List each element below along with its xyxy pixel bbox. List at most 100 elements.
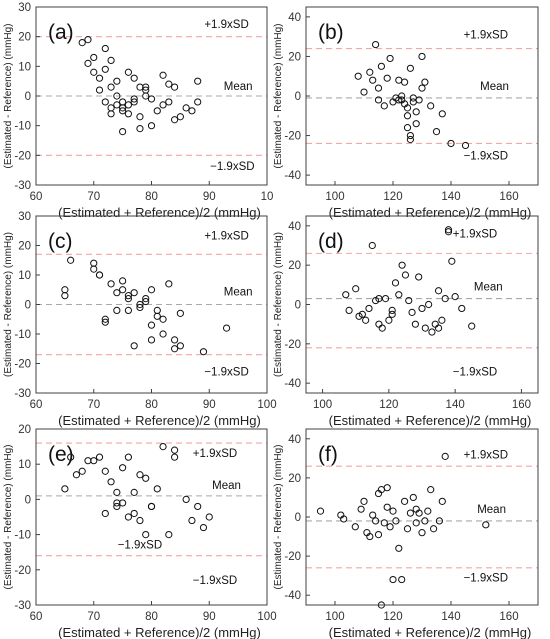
data-point bbox=[171, 446, 179, 454]
data-point bbox=[375, 320, 383, 328]
panel-d: 100 120 140 160 40 20 0 -20 -40 (d) +1.9xSD Mean −1.… bbox=[273, 215, 539, 428]
data-point bbox=[153, 312, 161, 320]
data-point bbox=[403, 525, 412, 533]
data-point bbox=[130, 289, 138, 297]
data-point bbox=[418, 304, 426, 313]
data-point bbox=[372, 40, 380, 49]
data-point bbox=[124, 68, 132, 76]
x-tick-label: 60 bbox=[30, 399, 43, 411]
y-tick-label: -40 bbox=[284, 590, 301, 602]
x-tick-label: 80 bbox=[145, 611, 158, 623]
y-tick-label: 40 bbox=[288, 12, 301, 24]
data-point bbox=[159, 101, 167, 109]
data-point bbox=[360, 497, 368, 505]
x-tick-label: 160 bbox=[499, 191, 518, 203]
annotation-mean: Mean bbox=[480, 81, 509, 93]
data-point bbox=[374, 531, 383, 539]
data-point bbox=[406, 131, 414, 140]
data-point bbox=[352, 285, 360, 293]
data-point bbox=[199, 523, 208, 532]
data-point bbox=[61, 286, 69, 294]
data-point bbox=[434, 287, 443, 295]
x-tick-label: 80 bbox=[145, 191, 158, 203]
data-point bbox=[405, 296, 413, 305]
data-point bbox=[444, 228, 453, 236]
data-point bbox=[107, 478, 115, 486]
data-point bbox=[124, 101, 132, 109]
data-point bbox=[377, 62, 385, 70]
data-point bbox=[415, 273, 423, 281]
data-point bbox=[427, 486, 435, 494]
data-point bbox=[159, 71, 167, 79]
data-point bbox=[136, 300, 144, 309]
panel-label: (b) bbox=[318, 21, 344, 44]
data-point bbox=[72, 471, 81, 479]
data-point bbox=[360, 88, 368, 96]
data-point bbox=[119, 128, 127, 136]
data-point bbox=[159, 443, 167, 451]
x-tick-label: 70 bbox=[87, 399, 100, 411]
data-point bbox=[119, 107, 127, 115]
data-point bbox=[395, 291, 403, 299]
data-point bbox=[444, 226, 453, 234]
panel-label: (a) bbox=[48, 21, 74, 44]
annotation-mean: Mean bbox=[224, 81, 253, 93]
data-point bbox=[392, 517, 400, 525]
data-point bbox=[153, 107, 161, 115]
data-point bbox=[372, 517, 380, 525]
data-point bbox=[448, 257, 456, 265]
data-point bbox=[398, 261, 406, 269]
x-tick-label: 80 bbox=[145, 399, 158, 411]
data-point bbox=[113, 289, 121, 297]
data-point bbox=[316, 507, 325, 515]
data-point bbox=[403, 112, 412, 120]
y-tick-label: -30 bbox=[14, 600, 31, 612]
y-tick-label: 20 bbox=[288, 260, 301, 272]
y-tick-label: -20 bbox=[14, 359, 31, 371]
data-point bbox=[391, 279, 400, 287]
data-point bbox=[424, 507, 432, 515]
data-point bbox=[90, 457, 98, 465]
annotation-lower: −1.9xSD bbox=[210, 161, 254, 173]
data-point bbox=[171, 345, 179, 353]
data-point bbox=[427, 102, 435, 110]
data-point bbox=[107, 110, 115, 118]
data-point bbox=[101, 318, 109, 326]
annotation-lower2: −1.9xSD bbox=[193, 575, 237, 587]
y-axis-label: (Estimated - Reference) (mmHg) bbox=[3, 23, 14, 168]
y-tick-label: 0 bbox=[295, 512, 301, 524]
data-point bbox=[441, 452, 449, 460]
data-point bbox=[107, 104, 115, 112]
data-point bbox=[101, 467, 109, 475]
data-point bbox=[95, 86, 104, 94]
data-point bbox=[119, 499, 127, 507]
data-point bbox=[461, 141, 470, 150]
annotation-upper: +1.9xSD bbox=[204, 19, 248, 31]
data-point bbox=[165, 531, 173, 539]
x-tick-label: 100 bbox=[257, 611, 276, 623]
data-point bbox=[101, 44, 109, 53]
annotation-mean: Mean bbox=[477, 504, 506, 516]
data-point bbox=[113, 92, 121, 100]
data-point bbox=[366, 68, 374, 76]
data-point bbox=[124, 453, 132, 461]
data-point bbox=[418, 84, 426, 92]
data-point bbox=[406, 509, 414, 517]
data-point bbox=[90, 68, 98, 76]
data-point bbox=[113, 77, 121, 85]
y-tick-label: -20 bbox=[284, 551, 301, 563]
x-tick-label: 70 bbox=[87, 191, 100, 203]
y-tick-label: 0 bbox=[25, 300, 31, 312]
data-point bbox=[101, 315, 109, 323]
data-point bbox=[438, 110, 446, 118]
data-point bbox=[403, 104, 412, 112]
x-tick-label: 60 bbox=[30, 191, 43, 203]
y-tick-label: -10 bbox=[14, 530, 31, 542]
data-point bbox=[182, 104, 190, 112]
data-point bbox=[84, 36, 92, 44]
y-tick-label: 10 bbox=[18, 459, 31, 471]
x-axis-label: (Estimated + Reference)/2 (mmHg) bbox=[58, 205, 261, 220]
data-point bbox=[90, 259, 98, 267]
data-point bbox=[124, 306, 132, 314]
y-axis-label: (Estimated - Reference) (mmHg) bbox=[273, 23, 284, 168]
